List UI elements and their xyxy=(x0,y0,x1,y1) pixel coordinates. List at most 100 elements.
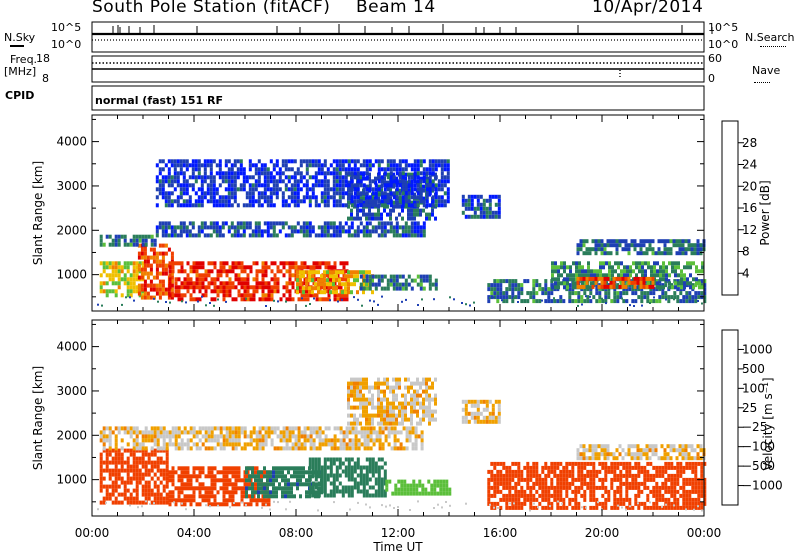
power-cell xyxy=(613,295,617,300)
power-cell xyxy=(571,299,575,304)
power-cell xyxy=(464,214,468,219)
power-cell xyxy=(505,291,509,296)
velocity-cell xyxy=(282,430,286,435)
velocity-cell xyxy=(378,434,382,439)
power-cell xyxy=(233,229,237,234)
power-cell xyxy=(203,167,207,172)
colorbar-tick-label: 4 xyxy=(742,266,750,280)
power-cell xyxy=(487,299,491,304)
velocity-cell xyxy=(150,438,154,443)
velocity-cell xyxy=(336,446,340,451)
power-cell xyxy=(239,221,243,226)
power-cell xyxy=(664,283,668,288)
velocity-cell xyxy=(281,490,284,495)
power-cell xyxy=(681,239,685,244)
power-cell xyxy=(662,285,665,290)
power-cell xyxy=(138,238,142,243)
velocity-cell xyxy=(195,478,199,483)
power-cell xyxy=(320,195,324,200)
power-cell xyxy=(287,225,291,230)
velocity-cell xyxy=(111,430,115,435)
velocity-cell xyxy=(467,419,471,424)
power-cell xyxy=(425,167,429,172)
velocity-cell xyxy=(147,472,151,477)
power-cell xyxy=(305,221,309,226)
power-cell xyxy=(582,284,586,289)
power-cell xyxy=(356,159,360,164)
velocity-cell xyxy=(174,426,178,431)
power-cell xyxy=(557,265,560,270)
power-cell xyxy=(266,221,270,226)
power-cell xyxy=(392,208,395,213)
power-cell xyxy=(681,251,685,256)
power-cell xyxy=(212,195,216,200)
power-cell xyxy=(186,277,190,282)
power-cell xyxy=(431,212,434,217)
power-cell xyxy=(529,291,533,296)
power-cell xyxy=(335,199,339,204)
power-cell xyxy=(386,187,390,192)
velocity-cell xyxy=(329,461,333,466)
power-cell xyxy=(332,167,336,172)
velocity-cell xyxy=(401,421,404,426)
power-cell xyxy=(338,233,342,238)
velocity-cell xyxy=(297,446,301,451)
velocity-cell xyxy=(365,377,368,382)
velocity-cell xyxy=(365,421,368,426)
power-cell xyxy=(303,261,307,266)
velocity-cell xyxy=(126,448,130,453)
power-cell xyxy=(260,233,264,238)
power-cell xyxy=(323,286,326,291)
power-cell xyxy=(644,269,647,274)
power-cell xyxy=(242,167,246,172)
power-cell xyxy=(323,159,327,164)
velocity-cell xyxy=(108,492,112,497)
power-cell xyxy=(588,247,592,252)
power-cell xyxy=(341,191,345,196)
velocity-cell xyxy=(288,426,292,431)
power-cell xyxy=(416,221,420,226)
power-cell xyxy=(401,229,405,234)
power-cell xyxy=(341,229,345,234)
power-cell xyxy=(209,225,213,230)
velocity-cell xyxy=(517,489,521,494)
velocity-cell xyxy=(347,385,350,390)
power-cell xyxy=(314,179,318,184)
power-cell xyxy=(299,270,302,275)
power-cell xyxy=(633,239,637,244)
velocity-cell xyxy=(428,405,431,410)
velocity-cell xyxy=(396,438,400,443)
velocity-cell xyxy=(290,486,293,491)
power-cell xyxy=(347,200,350,205)
power-cell xyxy=(126,265,130,270)
power-cell xyxy=(401,216,404,221)
power-cell xyxy=(170,295,174,300)
power-cell xyxy=(422,167,426,172)
power-cell xyxy=(335,270,338,275)
power-cell xyxy=(482,206,486,211)
power-cell xyxy=(290,191,294,196)
velocity-cell xyxy=(404,377,407,382)
velocity-cell xyxy=(389,401,392,406)
velocity-cell xyxy=(102,434,106,439)
power-cell xyxy=(425,216,428,221)
velocity-cell xyxy=(120,426,124,431)
velocity-cell xyxy=(102,496,106,501)
power-cell xyxy=(395,171,399,176)
power-cell xyxy=(225,269,229,274)
power-cell xyxy=(437,199,441,204)
velocity-cell xyxy=(395,417,398,422)
power-cell xyxy=(434,167,438,172)
power-cell xyxy=(209,187,213,192)
velocity-cell xyxy=(201,498,205,503)
power-cell xyxy=(257,195,261,200)
power-cell xyxy=(401,282,405,287)
power-cell xyxy=(230,163,234,168)
power-cell xyxy=(407,282,411,287)
power-cell xyxy=(389,183,393,188)
power-cell xyxy=(173,179,177,184)
power-cell xyxy=(326,171,330,176)
power-cell xyxy=(296,203,300,208)
velocity-cell xyxy=(371,405,374,410)
